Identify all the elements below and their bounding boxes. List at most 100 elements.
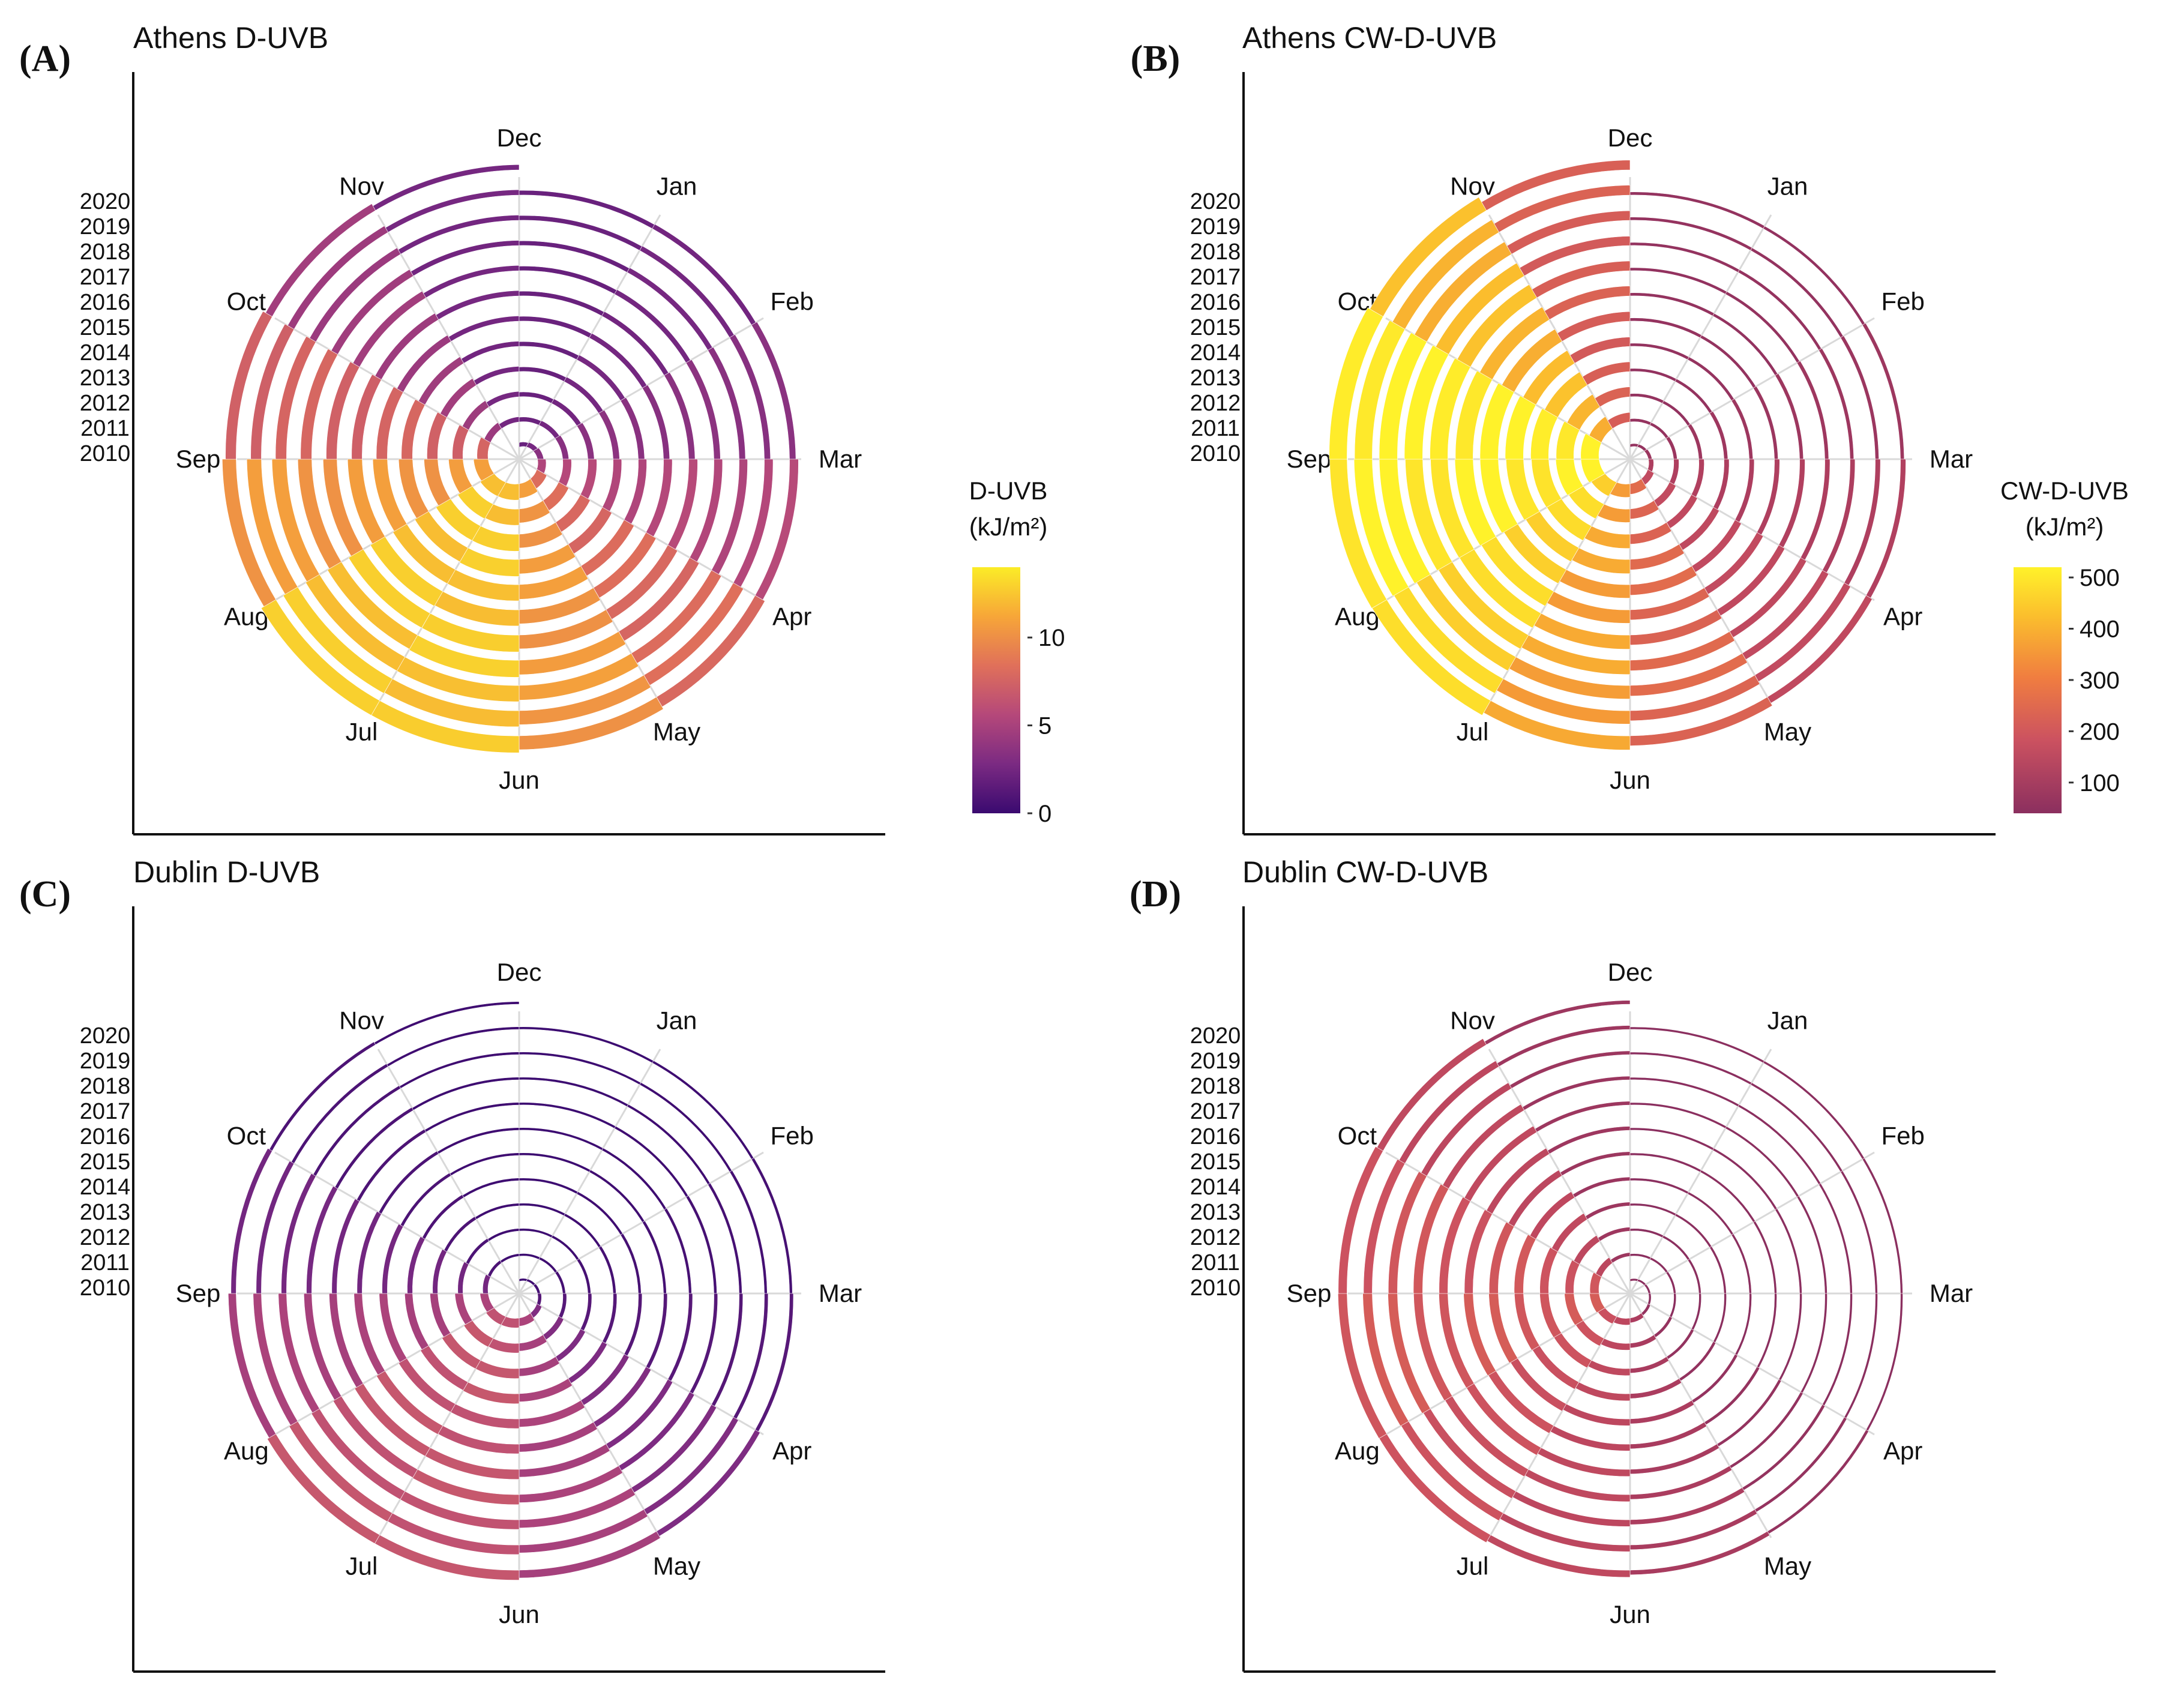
spiral-bar-2015-jul [376,1370,444,1435]
spiral-bar-2011-apr [543,1316,564,1340]
spiral-bar-2014-dec [1629,1178,1689,1194]
spiral-bar-2014-dec [1629,343,1689,360]
month-label-apr: Apr [772,1437,811,1465]
spiral-bar-2019-apr [1754,582,1852,682]
legend-tick-label: 100 [2080,770,2120,796]
spiral-bar-2016-feb [1775,1208,1802,1294]
spiral-bar-2013-jun [1571,547,1631,574]
spiral-bar-2013-sep [407,1236,426,1294]
spiral-bar-2015-oct [1486,1148,1550,1214]
spiral-bar-2018-nov [1506,210,1631,254]
spiral-bar-2017-dec [519,266,618,295]
year-label: 2014 [80,1175,131,1200]
spiral-bar-2019-jan [1750,1082,1843,1172]
spiral-bar-2013-dec [1629,368,1677,382]
spiral-bar-2016-sep [1439,1196,1471,1294]
year-label: 2013 [80,366,131,391]
spiral-bar-2019-oct [1392,219,1500,330]
spiral-bar-2010-sep [477,436,491,460]
spiral-bar-2011-dec [1629,1253,1652,1260]
spiral-bar-2011-jan [538,420,560,439]
spiral-bar-2013-apr [1679,1341,1716,1382]
spiral-bar-2013-mar [602,1293,618,1344]
legend-cw-colorbar [2014,567,2062,813]
spiral-bar-2017-sep [306,1185,338,1294]
year-label: 2016 [1190,290,1241,315]
spiral-bar-2020-nov [1481,160,1631,211]
spiral-bar-2014-aug [1488,1293,1518,1364]
spiral-bar-2017-dec [519,1102,616,1129]
legend-d-uvb-ticks: 10 5 0 [1027,625,1065,827]
spiral-bar-2020-aug [227,1293,277,1439]
month-label-apr: Apr [1883,603,1922,631]
spiral-bar-2013-feb [1709,1246,1727,1294]
spiral-bar-2019-feb [1840,1170,1878,1294]
legend-tick-label: 0 [1038,801,1051,827]
spiral-bar-2016-oct [356,1128,427,1202]
spiral-bar-2011-may [1629,1334,1657,1349]
spiral-bar-2013-jan [564,376,604,414]
spiral-bar-2012-jan [551,1235,580,1260]
spiral-bar-2016-dec [519,291,605,316]
spiral-bar-2019-may [1629,1509,1758,1550]
spiral-bar-2019-jan [639,1082,732,1172]
month-label-sep: Sep [176,445,221,473]
month-gridline [1629,1151,1875,1295]
spiral-bar-2017-aug [303,1293,342,1401]
spiral-bar-2017-dec [1629,267,1727,295]
spiral-bar-2010-aug [480,1293,495,1313]
spiral-bar-2015-feb [1752,1221,1777,1294]
spiral-bar-2012-jan [551,399,582,426]
spiral-bars [1329,160,1906,750]
month-label-may: May [653,1552,700,1580]
spiral-bar-2012-jun [475,1359,520,1379]
month-label-mar: Mar [819,445,862,473]
spiral-bar-2019-sep [250,324,295,460]
month-label-nov: Nov [339,1006,384,1034]
spiral-bar-2019-feb [729,1170,768,1294]
spiral-bar-2014-apr [1691,1353,1738,1403]
spiral-bar-2016-mar [667,1293,693,1382]
spiral-bar-2013-oct [1529,1191,1575,1239]
spiral-bar-2012-may [519,522,563,549]
spiral-bar-2012-aug [430,1293,451,1338]
month-label-jan: Jan [657,172,697,200]
spiral-bar-2019-apr [643,1417,739,1515]
spiral-bar-2018-oct [1421,1082,1512,1176]
spiral-bar-2020-feb [1862,1158,1903,1294]
spiral-bar-2017-feb [1796,1196,1828,1294]
spiral-bar-2017-nov [1522,1076,1631,1111]
year-label: 2015 [1190,315,1241,340]
spiral-bar-2018-oct [1414,241,1512,342]
spiral-bar-2018-nov [399,1052,520,1089]
spiral-bar-2015-jan [1700,334,1757,388]
year-label: 2020 [80,189,131,214]
spiral-bar-2011-jul [457,486,494,519]
spiral-bar-2018-oct [309,247,402,342]
spiral-bar-2011-oct [465,1238,490,1265]
spiral-bar-2016-sep [331,1198,360,1294]
legend-cw-title-line2: (kJ/m²) [2026,513,2104,541]
spiral-bar-2012-apr [555,1328,586,1362]
year-label: 2017 [1190,265,1241,290]
month-label-jun: Jun [1610,766,1650,794]
spiral-bar-2011-mar [558,1293,567,1319]
spiral-bar-2014-may [1629,1400,1695,1424]
spiral-bar-2017-oct [331,269,414,355]
legend-tick-label: 400 [2080,616,2120,643]
spiral-bar-2010-aug [1589,1293,1605,1313]
spiral-bar-2012-oct [444,1216,477,1252]
month-label-mar: Mar [1930,445,1973,473]
spiral-bar-2013-jul [420,1345,469,1391]
spiral-bar-2010-may [1629,1313,1644,1323]
spiral-bar-2014-feb [620,397,645,460]
spiral-bar-2014-mar [1734,1293,1752,1356]
spiral-bar-2018-dec [519,1077,629,1107]
year-label: 2016 [80,1124,131,1149]
spiral-bar-2011-apr [1653,1316,1673,1338]
spiral-bar-2012-apr [1666,1328,1694,1360]
spiral-bar-2020-jul [266,1433,381,1544]
spiral-bar-2014-sep [382,1223,404,1294]
month-label-oct: Oct [227,1122,266,1150]
spiral-bar-2015-aug [353,1293,386,1376]
